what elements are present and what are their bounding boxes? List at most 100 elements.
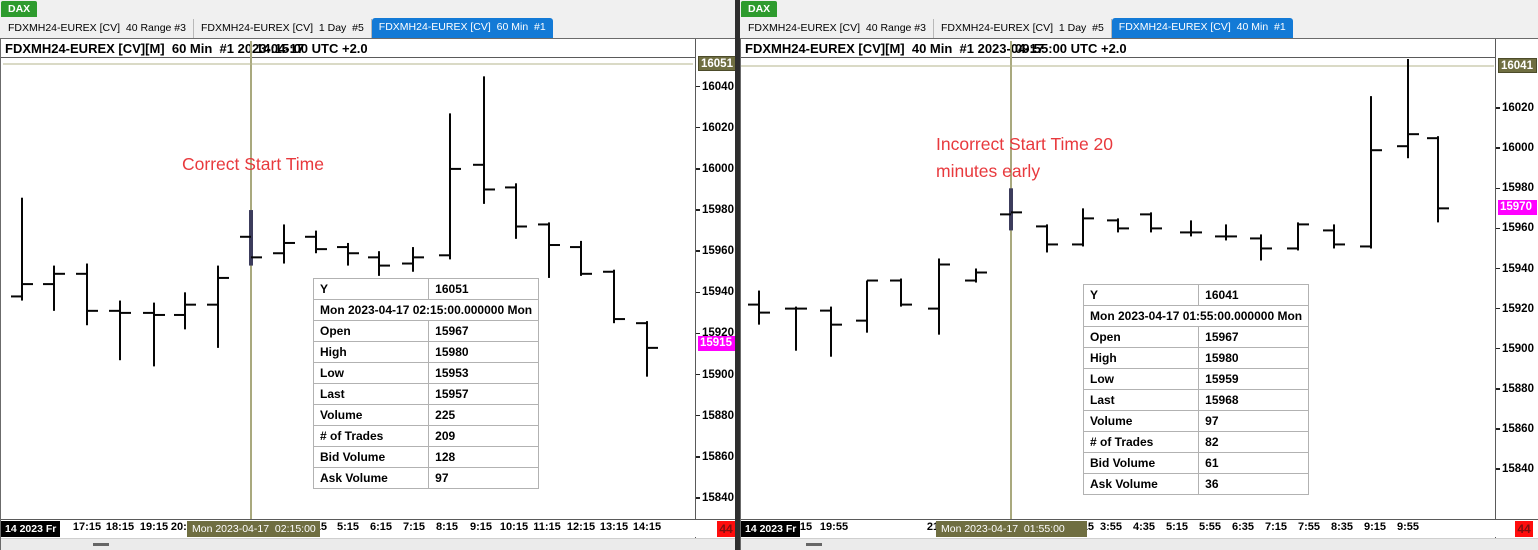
tooltip-label: Volume [312, 404, 430, 426]
price-chart[interactable] [3, 59, 693, 518]
horizontal-scrollbar[interactable] [741, 538, 1538, 550]
price-tick: 15980 [1496, 180, 1534, 196]
tooltip-label: Last [1082, 389, 1200, 411]
price-tick: 15940 [696, 284, 734, 300]
bar-date-box: 14 2023 Fr [1, 521, 61, 537]
chart-title: FDXMH24-EUREX [CV][M] 40 Min #1 2023-04-… [745, 41, 1045, 56]
chart-title-time: 14:15:00 UTC +2.0 [256, 41, 368, 56]
price-scale[interactable]: 16040 16020 16000 15980 15960 15940 15920 15900… [695, 39, 738, 550]
chart-tab-bar: FDXMH24-EUREX [CV] 40 Range #3 FDXMH24-EU… [741, 17, 1538, 38]
tick-mark [1496, 227, 1500, 230]
tooltip-label: Low [312, 362, 430, 384]
tooltip-label: Bid Volume [312, 446, 430, 468]
chart-panel: FDXMH24-EUREX [CV][M] 60 Min #1 2023-04-… [0, 38, 738, 550]
window-divider[interactable] [735, 0, 740, 550]
tick-mark [696, 414, 700, 417]
tick-mark [696, 456, 700, 458]
tick-mark [1496, 187, 1500, 190]
chart-values-tooltip: Y 16051 Mon 2023-04-17 02:15:00.000000 Mon… [312, 278, 540, 489]
scrollbar-thumb[interactable] [93, 543, 109, 546]
tick-mark [1496, 307, 1500, 310]
time-label: 9:15 [1363, 521, 1387, 533]
chart-tab[interactable]: FDXMH24-EUREX [CV] 40 Range #3 [741, 19, 934, 38]
bar-date-box: 14 2023 Fr [741, 521, 801, 537]
price-tick: 15980 [696, 202, 734, 218]
tick-mark [1496, 468, 1500, 470]
price-scale[interactable]: 16020 16000 15980 15960 15940 15920 15900 15880… [1495, 39, 1538, 550]
price-tick: 15880 [696, 408, 734, 424]
chart-tab[interactable]: FDXMH24-EUREX [CV] 1 Day #5 [934, 19, 1112, 38]
tooltip-value: 128 [428, 446, 540, 468]
time-label: 19:15 [139, 521, 169, 533]
chart-title-time: 09:55:00 UTC +2.0 [1015, 41, 1127, 56]
price-tick: 16040 [696, 79, 734, 95]
session-date-box: Mon 2023-04-17 01:55:00 [936, 521, 1087, 537]
tooltip-value: 209 [428, 425, 540, 447]
tooltip-value: 61 [1198, 452, 1310, 474]
chart-tab[interactable]: FDXMH24-EUREX [CV] 60 Min #1 [371, 18, 553, 38]
time-label: 8:35 [1330, 521, 1354, 533]
chart-title-bar: FDXMH24-EUREX [CV][M] 60 Min #1 2023-04-… [1, 39, 737, 58]
window-top-strip: DAX [0, 0, 737, 17]
time-label: 13:15 [599, 521, 629, 533]
tick-mark [696, 250, 700, 252]
time-label: 6:15 [369, 521, 393, 533]
tooltip-value: 225 [428, 404, 540, 426]
annotation-text: Incorrect Start Time 20 minutes early [936, 134, 1114, 181]
time-axis[interactable]: 14 2023 Fr19:1519:5521:553:153:554:355:1… [741, 519, 1538, 537]
tick-mark [696, 332, 700, 335]
symbol-tab-dax[interactable]: DAX [741, 1, 778, 17]
tooltip-label: Y [1082, 284, 1200, 306]
chart-panel: FDXMH24-EUREX [CV][M] 40 Min #1 2023-04-… [740, 38, 1538, 550]
tick-mark [1496, 107, 1500, 109]
tooltip-value: 15957 [428, 383, 540, 405]
tooltip-value: 15967 [428, 320, 540, 342]
tooltip-label: High [1082, 347, 1200, 369]
time-label: 5:15 [1165, 521, 1189, 533]
symbol-tab-dax[interactable]: DAX [1, 1, 38, 17]
price-tick: 15840 [696, 490, 734, 506]
tooltip-label: Ask Volume [1082, 473, 1200, 495]
tick-mark [696, 497, 700, 499]
time-label: 5:55 [1198, 521, 1222, 533]
chart-title-bar: FDXMH24-EUREX [CV][M] 40 Min #1 2023-04-… [741, 39, 1538, 58]
time-label: 10:15 [499, 521, 529, 533]
price-tick: 15920 [1496, 301, 1534, 317]
price-tick: 15900 [1496, 341, 1534, 357]
chart-tab[interactable]: FDXMH24-EUREX [CV] 40 Min #1 [1111, 18, 1293, 38]
crosshair-price-box: 16051 [698, 56, 737, 71]
horizontal-scrollbar[interactable] [1, 538, 737, 550]
price-tick: 15900 [696, 367, 734, 383]
chart-tab[interactable]: FDXMH24-EUREX [CV] 40 Range #3 [1, 19, 194, 38]
chart-tab[interactable]: FDXMH24-EUREX [CV] 1 Day #5 [194, 19, 372, 38]
tooltip-label: Open [1082, 326, 1200, 348]
tick-mark [1496, 267, 1500, 270]
price-tick: 15960 [1496, 220, 1534, 236]
tooltip-datetime: Mon 2023-04-17 01:55:00.000000 Mon [1082, 305, 1310, 327]
tooltip-label: Last [312, 383, 430, 405]
session-start-line [250, 41, 252, 519]
tick-mark [696, 85, 700, 88]
time-label: 7:15 [402, 521, 426, 533]
session-date-box: Mon 2023-04-17 02:15:00 [187, 521, 320, 537]
price-tick: 16020 [1496, 100, 1534, 116]
session-start-line [1010, 41, 1012, 519]
time-label: 8:15 [435, 521, 459, 533]
price-chart[interactable] [741, 59, 1494, 518]
window-top-strip: DAX [740, 0, 1538, 17]
annotation-text: Correct Start Time [182, 154, 324, 174]
last-price-box: 15970 [1498, 200, 1537, 216]
tick-mark [1496, 347, 1500, 350]
scrollbar-thumb[interactable] [806, 543, 822, 546]
time-label: 12:15 [566, 521, 596, 533]
tick-mark [696, 373, 700, 376]
time-axis[interactable]: 14 2023 Fr17:1518:1519:1520:154:155:156:… [1, 519, 737, 537]
chart-values-tooltip: Y 16041 Mon 2023-04-17 01:55:00.000000 Mon… [1082, 284, 1310, 495]
tooltip-value: 97 [1198, 410, 1310, 432]
time-label: 7:55 [1297, 521, 1321, 533]
time-label: 9:15 [469, 521, 493, 533]
price-tick: 15940 [1496, 261, 1534, 277]
tooltip-label: Ask Volume [312, 467, 430, 489]
price-tick: 15860 [1496, 421, 1534, 437]
